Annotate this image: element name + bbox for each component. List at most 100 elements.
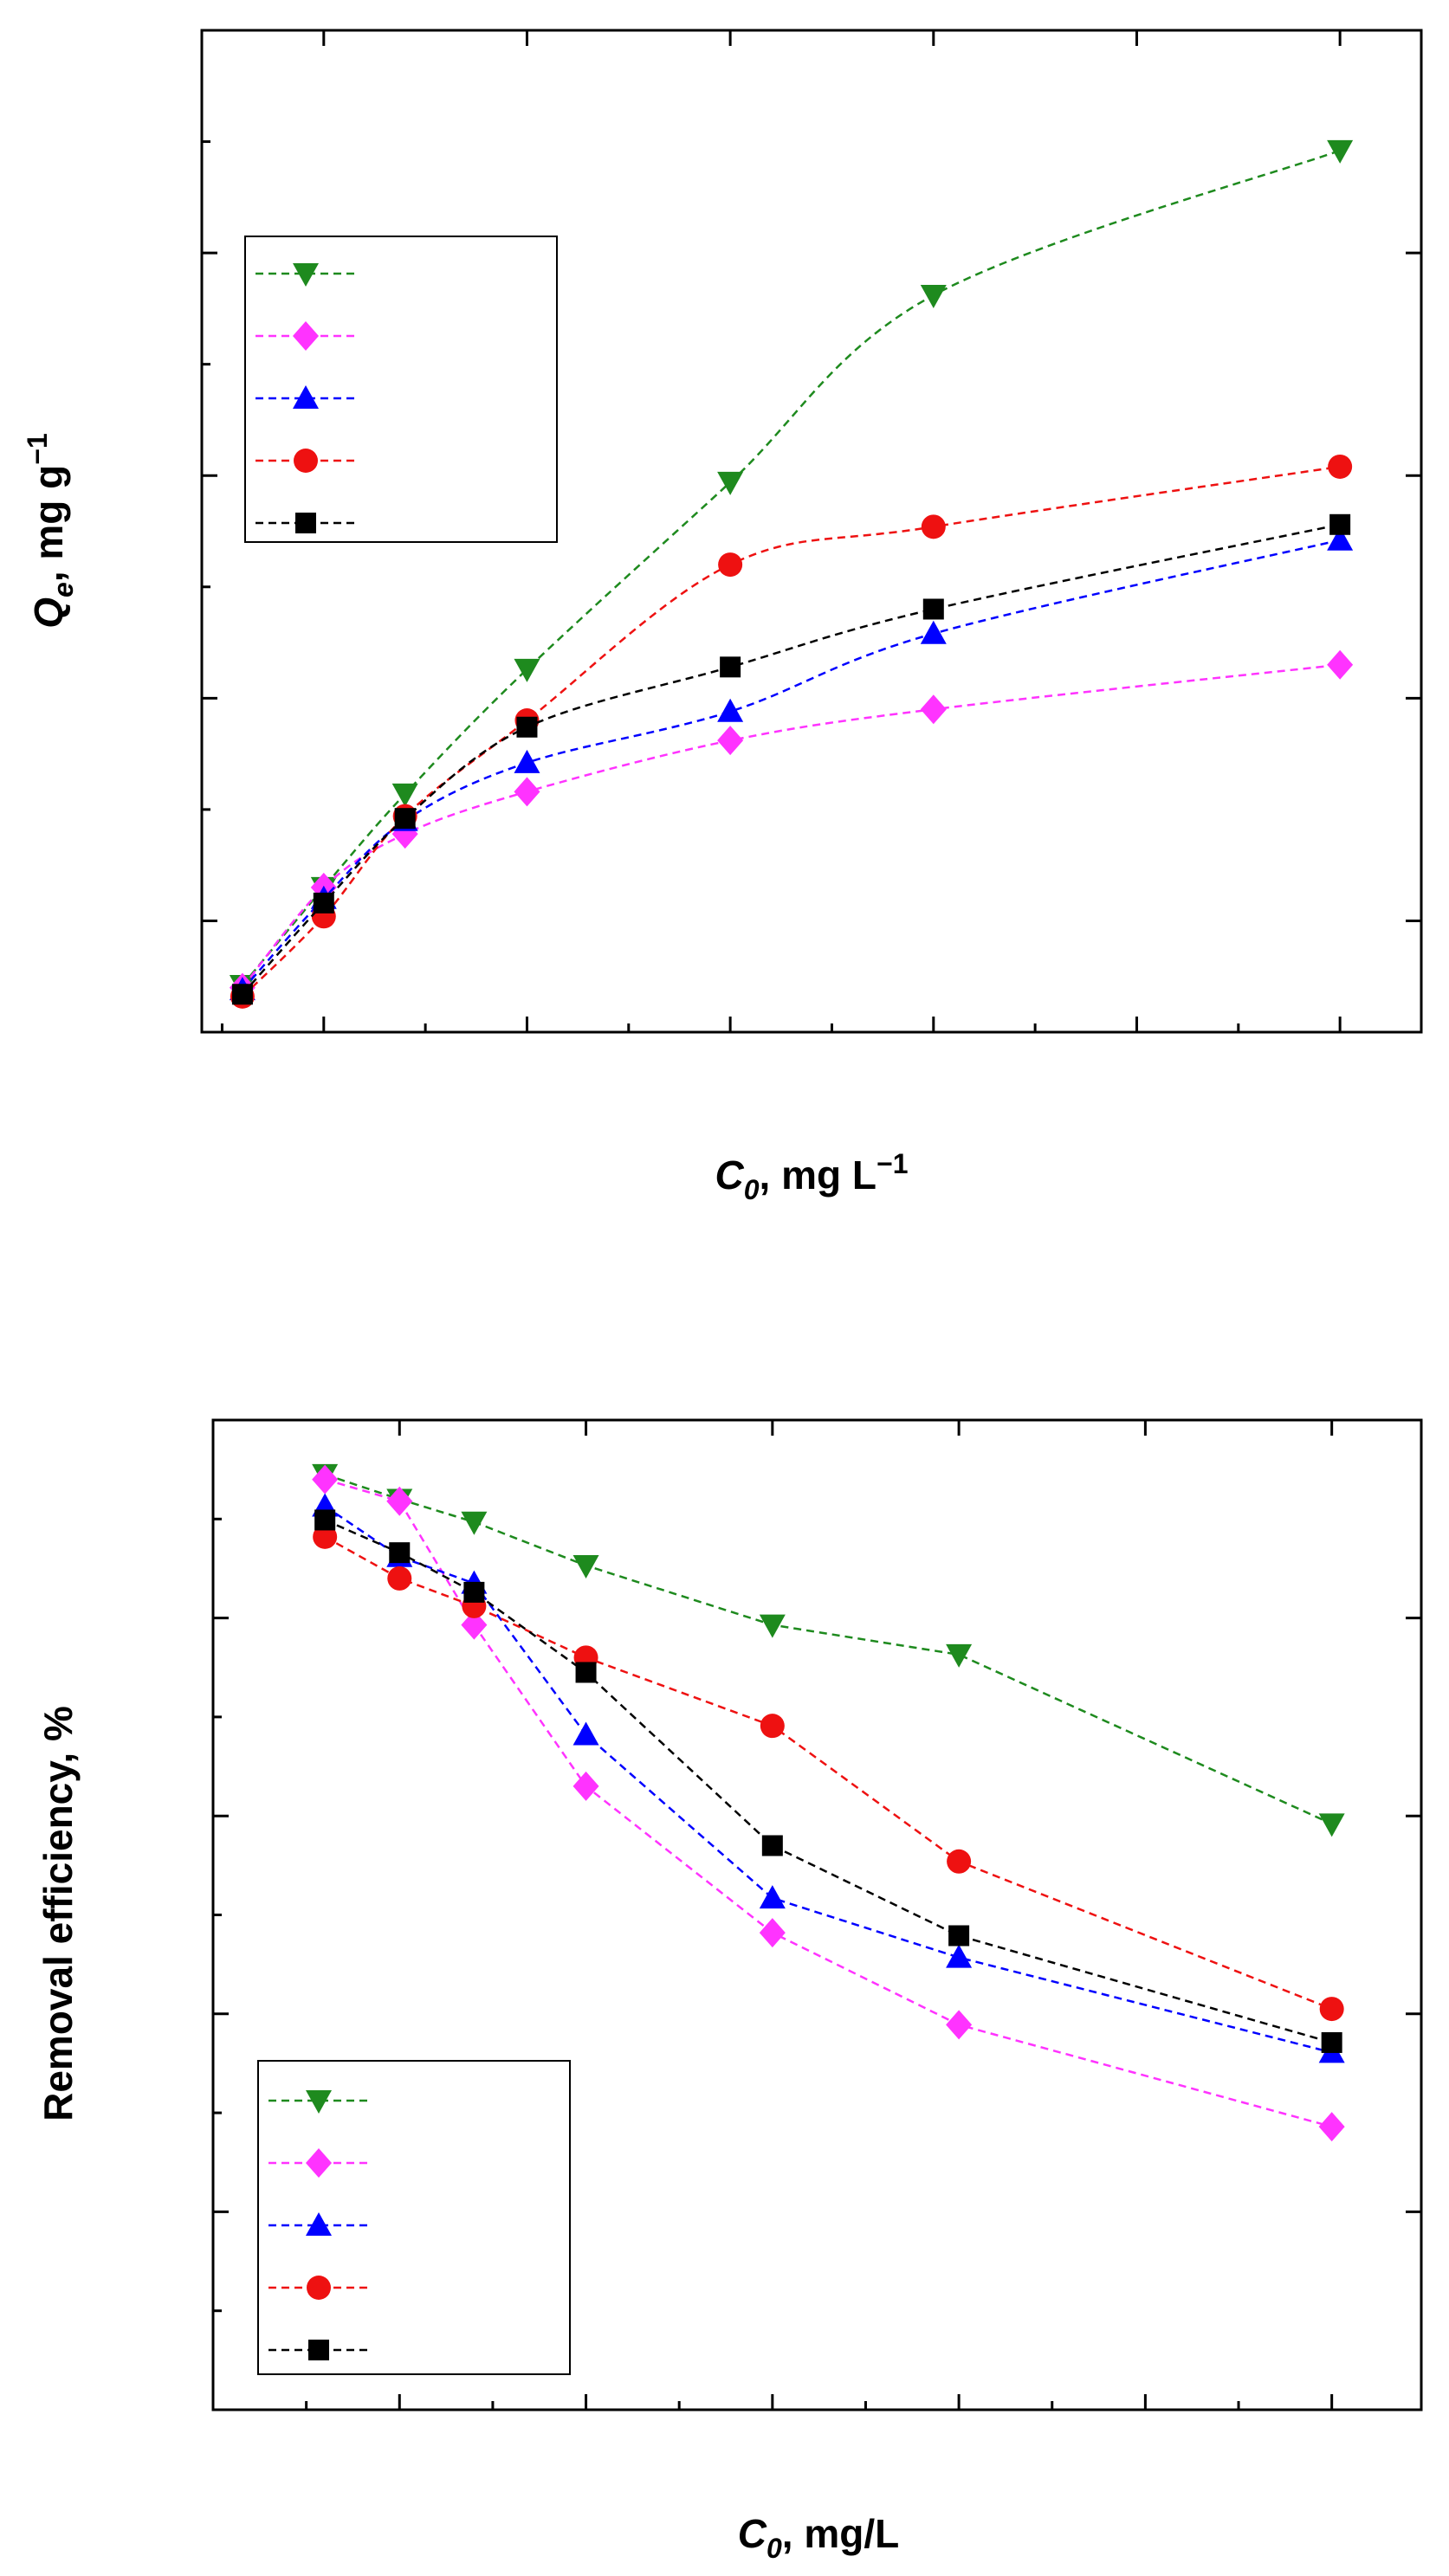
- legend-entry: [268, 2148, 369, 2178]
- data-point: [759, 1918, 786, 1948]
- data-point: [463, 1581, 485, 1603]
- data-point: [1318, 2112, 1345, 2142]
- data-point: [514, 777, 540, 807]
- legend-marker: [307, 2276, 331, 2300]
- data-point: [572, 1555, 599, 1579]
- data-point: [717, 698, 744, 722]
- data-point: [389, 1542, 411, 1564]
- legend: [244, 236, 558, 543]
- legend-marker: [293, 385, 319, 409]
- data-point: [1319, 1997, 1344, 2022]
- data-point: [575, 1662, 597, 1683]
- y-axis-label-sub: e: [48, 582, 79, 597]
- y-axis-label: Qe, mg g−1: [22, 433, 79, 629]
- data-point: [1327, 526, 1354, 551]
- data-point: [920, 284, 947, 308]
- chart-panel-b: C0, mg/L Removal efficiency, %: [36, 1418, 1423, 2564]
- series-culminal: [231, 513, 1351, 1005]
- data-point: [1318, 1813, 1345, 1837]
- series-line: [241, 539, 1341, 991]
- data-point: [1327, 649, 1354, 680]
- data-point: [760, 1714, 785, 1739]
- data-point: [759, 1885, 786, 1909]
- legend-entry: [256, 449, 356, 473]
- x-axis-label-sup: −1: [877, 1148, 908, 1179]
- legend-entry: [256, 321, 356, 351]
- legend-entry: [256, 263, 356, 287]
- data-point: [313, 1524, 338, 1549]
- data-point: [572, 1771, 599, 1801]
- legend-entry: [268, 2276, 369, 2300]
- legend-marker: [295, 513, 316, 533]
- data-point: [717, 726, 744, 756]
- legend-marker: [306, 2212, 332, 2236]
- legend-entry: [256, 385, 356, 409]
- legend-marker: [306, 2148, 332, 2178]
- data-point: [946, 1643, 973, 1668]
- series-pval: [312, 1463, 1345, 1837]
- y-axis-label: Removal efficiency, %: [36, 1706, 81, 2121]
- series-line: [241, 663, 1341, 989]
- data-point: [314, 1509, 336, 1531]
- legend-entry: [268, 2090, 369, 2114]
- legend-marker: [293, 263, 319, 287]
- data-point: [572, 1721, 599, 1746]
- data-point: [312, 1464, 339, 1495]
- data-point: [922, 598, 944, 620]
- y-axis-label-sup: −1: [22, 433, 53, 464]
- data-point: [394, 808, 416, 830]
- legend-box: [244, 236, 558, 543]
- series-line: [241, 523, 1341, 996]
- series-klucel: [229, 526, 1354, 1001]
- series-pvp: [312, 1464, 1345, 2142]
- series-klucel: [312, 1493, 1345, 2063]
- x-axis-label: C0, mg/L: [738, 2511, 899, 2564]
- y-axis-label-text: Removal efficiency, %: [36, 1706, 81, 2121]
- data-point: [720, 656, 741, 678]
- legend-marker: [306, 2090, 332, 2114]
- data-point: [387, 1566, 412, 1591]
- x-axis-label-var: C: [738, 2511, 767, 2556]
- series-line: [242, 465, 1341, 997]
- data-point: [920, 620, 947, 644]
- data-point: [947, 1849, 972, 1874]
- data-point: [1328, 454, 1353, 479]
- x-axis-label-unit: , mg/L: [782, 2511, 899, 2556]
- chart-panel-a: C0, mg L−1Qe, mg g−1: [22, 29, 1423, 1205]
- x-axis-label-var: C: [715, 1152, 745, 1198]
- legend: [257, 2060, 571, 2375]
- data-point: [514, 749, 540, 773]
- x-axis-label-sub: 0: [744, 1174, 760, 1205]
- data-point: [761, 1835, 783, 1856]
- data-point: [461, 1610, 488, 1640]
- x-axis-label-unit: , mg L: [760, 1152, 877, 1198]
- data-point: [1327, 139, 1354, 164]
- x-axis-label-sub: 0: [767, 2533, 782, 2564]
- data-point: [921, 514, 946, 539]
- series-culminal: [314, 1509, 1342, 2053]
- data-point: [461, 1511, 488, 1535]
- x-axis-label: C0, mg L−1: [715, 1148, 909, 1205]
- data-point: [514, 658, 540, 682]
- data-point: [516, 716, 538, 738]
- y-axis-label-var: Q: [26, 597, 71, 629]
- legend-entry: [256, 513, 356, 533]
- data-point: [1321, 2031, 1342, 2053]
- legend-entry: [268, 2340, 369, 2360]
- y-axis-label-unit: , mg g: [26, 465, 71, 582]
- plot-frame: [200, 29, 1423, 1034]
- data-point: [948, 1925, 970, 1947]
- data-point: [946, 2010, 973, 2040]
- legend-marker: [294, 449, 318, 473]
- data-point: [231, 984, 253, 1005]
- data-point: [1329, 513, 1351, 535]
- data-point: [313, 892, 334, 914]
- data-point: [946, 1944, 973, 1968]
- data-point: [391, 783, 418, 807]
- legend-entry: [268, 2212, 369, 2236]
- legend-marker: [308, 2340, 329, 2360]
- legend-box: [257, 2060, 571, 2375]
- data-point: [920, 694, 947, 725]
- data-point: [386, 1486, 413, 1516]
